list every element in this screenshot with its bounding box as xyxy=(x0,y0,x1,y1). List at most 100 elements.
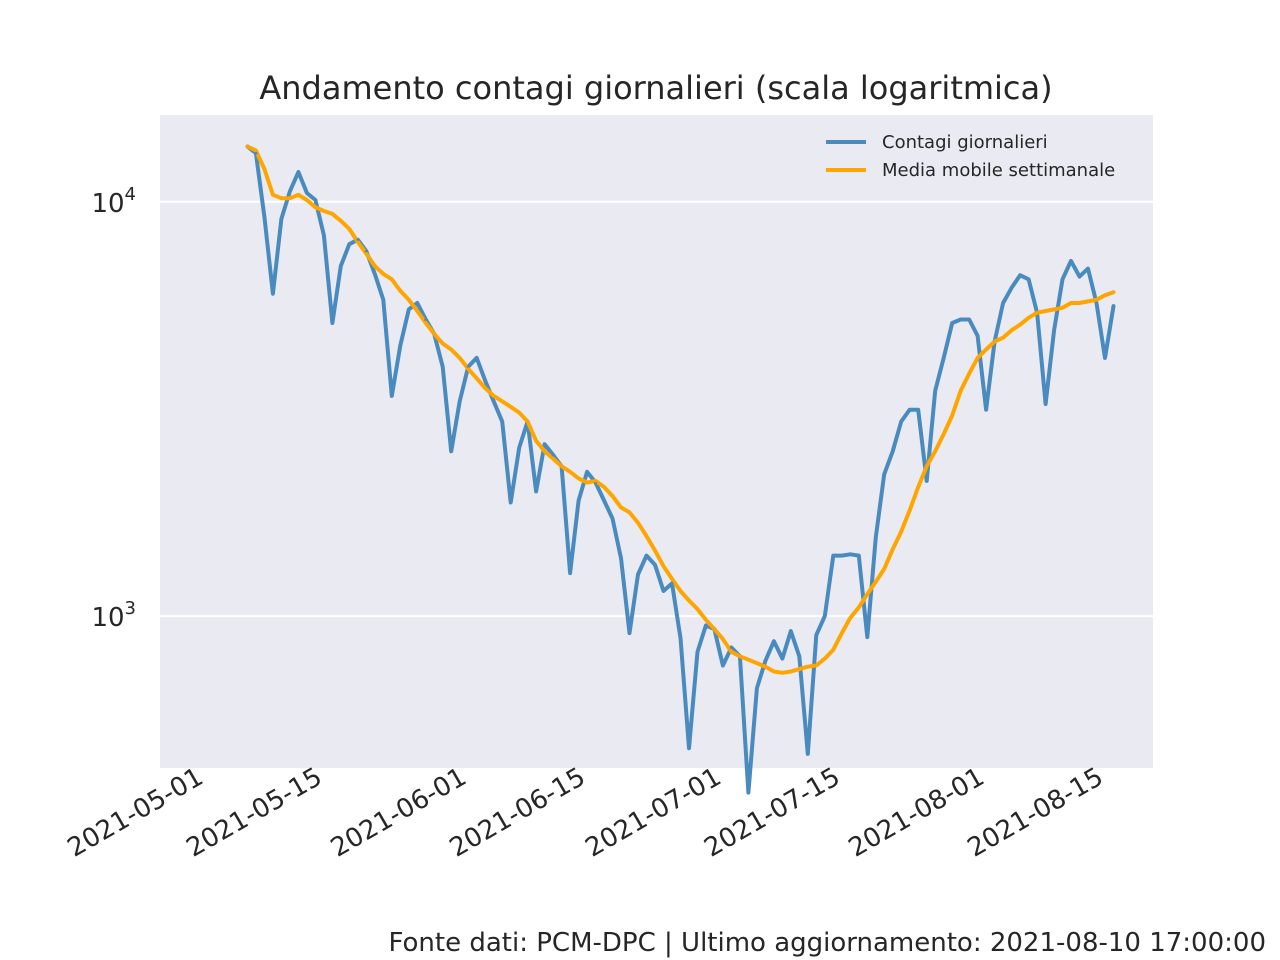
data-point-series-1 xyxy=(577,476,581,480)
data-point-series-0 xyxy=(551,453,555,457)
data-point-series-1 xyxy=(806,665,810,669)
data-point-series-0 xyxy=(279,217,283,221)
data-point-series-0 xyxy=(339,264,343,268)
data-point-series-1 xyxy=(865,592,869,596)
data-point-series-1 xyxy=(296,193,300,197)
data-point-series-0 xyxy=(755,686,759,690)
data-point-series-1 xyxy=(763,665,767,669)
data-point-series-0 xyxy=(262,215,266,219)
data-point-series-1 xyxy=(288,196,292,200)
gridlines xyxy=(160,200,1153,618)
data-point-series-0 xyxy=(721,664,725,667)
data-point-series-1 xyxy=(772,670,776,673)
data-point-series-0 xyxy=(840,554,844,558)
data-point-series-1 xyxy=(1027,316,1031,320)
data-point-series-0 xyxy=(424,318,428,321)
data-point-series-1 xyxy=(356,240,360,244)
data-point-series-0 xyxy=(475,356,479,360)
data-point-series-1 xyxy=(407,298,411,302)
data-point-series-1 xyxy=(628,510,631,514)
data-point-series-1 xyxy=(746,658,750,662)
x-tick-label: 2021-08-15 xyxy=(963,762,1109,864)
data-point-series-0 xyxy=(925,479,929,483)
data-point-series-0 xyxy=(577,499,581,503)
data-point-series-1 xyxy=(738,654,742,658)
data-point-series-1 xyxy=(1018,323,1022,327)
data-point-series-0 xyxy=(373,272,377,276)
data-point-series-1 xyxy=(347,227,351,231)
data-point-series-0 xyxy=(483,379,487,383)
data-point-series-0 xyxy=(1001,301,1005,305)
data-point-series-1 xyxy=(848,616,852,620)
data-point-series-0 xyxy=(806,752,810,756)
data-point-series-1 xyxy=(262,167,266,171)
data-point-series-1 xyxy=(831,648,835,652)
data-point-series-1 xyxy=(254,149,258,152)
data-point-series-0 xyxy=(959,318,963,321)
data-point-series-1 xyxy=(398,289,402,293)
data-point-series-1 xyxy=(432,332,436,336)
data-point-series-1 xyxy=(1035,311,1039,315)
data-point-series-1 xyxy=(696,607,699,611)
data-point-series-1 xyxy=(687,599,691,603)
data-point-series-1 xyxy=(246,145,249,148)
data-point-series-1 xyxy=(483,386,487,390)
data-point-series-0 xyxy=(398,344,402,347)
data-point-series-0 xyxy=(500,420,504,423)
data-point-series-0 xyxy=(746,791,750,795)
data-point-series-1 xyxy=(492,394,496,398)
data-point-series-1 xyxy=(916,485,920,489)
data-point-series-0 xyxy=(670,581,674,585)
data-point-series-1 xyxy=(585,481,589,485)
data-point-series-0 xyxy=(984,408,988,412)
data-point-series-1 xyxy=(568,470,572,474)
chart-title: Andamento contagi giornalieri (scala log… xyxy=(259,69,1052,107)
data-point-series-0 xyxy=(534,489,538,493)
data-point-series-0 xyxy=(1044,402,1048,406)
data-point-series-1 xyxy=(1001,336,1005,340)
data-point-series-0 xyxy=(296,170,300,174)
data-point-series-0 xyxy=(254,151,258,155)
data-point-series-1 xyxy=(899,530,903,534)
data-point-series-1 xyxy=(891,547,895,551)
data-point-series-0 xyxy=(1018,273,1022,277)
data-point-series-0 xyxy=(415,301,419,305)
data-point-series-0 xyxy=(492,399,496,403)
data-point-series-1 xyxy=(993,340,997,343)
data-point-series-1 xyxy=(466,367,470,371)
data-point-series-0 xyxy=(933,389,937,393)
x-axis-ticks: 2021-05-012021-05-152021-06-012021-06-15… xyxy=(63,762,1109,864)
data-point-series-0 xyxy=(662,589,665,593)
footer-source-text: Fonte dati: PCM-DPC | Ultimo aggiornamen… xyxy=(389,928,1267,958)
data-point-series-1 xyxy=(279,196,283,200)
data-point-series-1 xyxy=(594,479,598,483)
data-point-series-0 xyxy=(976,334,980,338)
data-point-series-1 xyxy=(712,627,716,631)
data-point-series-1 xyxy=(1061,306,1064,310)
data-point-series-0 xyxy=(653,563,657,567)
data-point-series-1 xyxy=(449,348,453,351)
data-point-series-0 xyxy=(967,318,971,321)
data-point-series-0 xyxy=(1103,356,1107,360)
data-point-series-1 xyxy=(560,464,564,468)
data-point-series-1 xyxy=(645,534,648,538)
data-point-series-1 xyxy=(373,264,377,268)
data-point-series-0 xyxy=(950,321,954,325)
data-point-series-1 xyxy=(704,618,708,622)
data-point-series-0 xyxy=(1052,328,1056,332)
data-point-series-0 xyxy=(381,298,385,302)
data-point-series-1 xyxy=(653,549,657,552)
data-point-series-1 xyxy=(797,667,801,671)
data-point-series-1 xyxy=(984,348,988,351)
data-point-series-1 xyxy=(313,205,317,209)
data-point-series-1 xyxy=(662,564,665,568)
data-point-series-0 xyxy=(789,629,793,633)
data-point-series-0 xyxy=(407,307,411,311)
data-point-series-0 xyxy=(602,499,606,503)
data-point-series-1 xyxy=(1103,293,1107,297)
data-point-series-1 xyxy=(322,209,326,213)
data-point-series-1 xyxy=(619,505,623,509)
data-point-series-0 xyxy=(1112,304,1115,308)
y-tick-label: 103 xyxy=(91,598,136,633)
data-point-series-0 xyxy=(356,238,360,242)
